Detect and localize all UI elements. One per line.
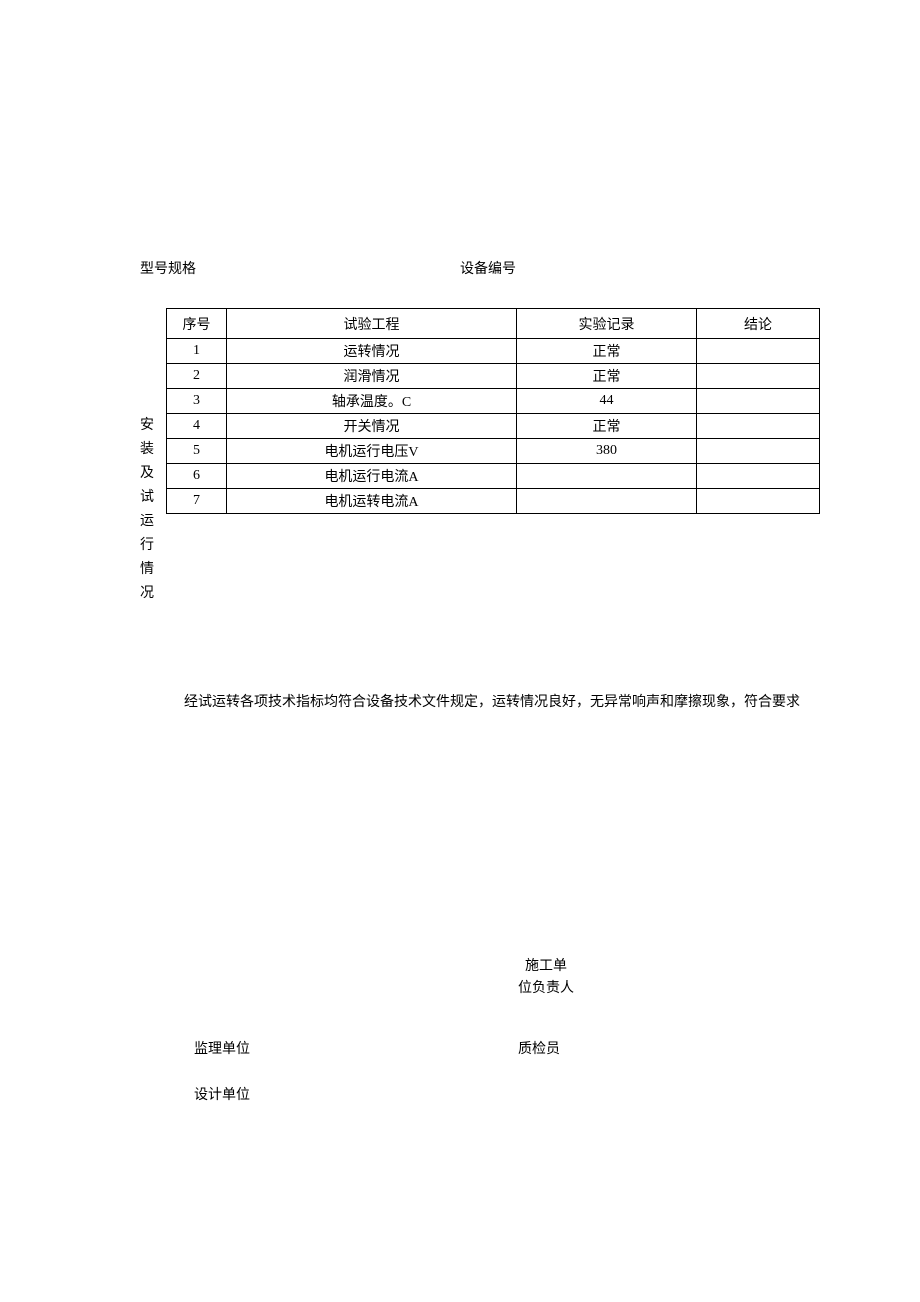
- construction-unit-manager-label: 施工单 位负责人: [518, 956, 574, 1000]
- cell-conclusion: [697, 364, 820, 389]
- cell-num: 4: [167, 414, 227, 439]
- cell-num: 2: [167, 364, 227, 389]
- header-row: 型号规格 设备编号: [140, 258, 820, 278]
- cell-num: 6: [167, 464, 227, 489]
- cell-num: 3: [167, 389, 227, 414]
- vlabel-char: 装: [128, 438, 166, 462]
- cell-conclusion: [697, 489, 820, 514]
- equipment-no-label: 设备编号: [460, 258, 820, 278]
- table-row: 6 电机运行电流A: [167, 464, 820, 489]
- quality-inspector-label: 质检员: [518, 1038, 560, 1058]
- col-header-record: 实验记录: [517, 309, 697, 339]
- cell-item: 电机运行电流A: [227, 464, 517, 489]
- cell-conclusion: [697, 439, 820, 464]
- table-row: 1 运转情况 正常: [167, 339, 820, 364]
- vlabel-char: 及: [128, 462, 166, 486]
- construction-line1: 施工单: [525, 959, 567, 974]
- model-spec-label: 型号规格: [140, 258, 460, 278]
- vlabel-char: 情: [128, 558, 166, 582]
- construction-line2: 位负责人: [518, 981, 574, 996]
- table-row: 2 润滑情况 正常: [167, 364, 820, 389]
- content-area: 序号 试验工程 实验记录 结论 1 运转情况 正常 2 润滑情况 正常: [166, 308, 820, 714]
- col-header-num: 序号: [167, 309, 227, 339]
- summary-text: 经试运转各项技术指标均符合设备技术文件规定，运转情况良好，无异常响声和摩擦现象，…: [166, 692, 820, 714]
- cell-item: 电机运转电流A: [227, 489, 517, 514]
- cell-num: 5: [167, 439, 227, 464]
- cell-num: 1: [167, 339, 227, 364]
- cell-conclusion: [697, 464, 820, 489]
- cell-record: [517, 489, 697, 514]
- cell-item: 润滑情况: [227, 364, 517, 389]
- cell-record: 380: [517, 439, 697, 464]
- test-results-table: 序号 试验工程 实验记录 结论 1 运转情况 正常 2 润滑情况 正常: [166, 308, 820, 514]
- cell-item: 轴承温度。C: [227, 389, 517, 414]
- supervisor-unit-label: 监理单位: [194, 1038, 250, 1058]
- vlabel-char: 运: [128, 510, 166, 534]
- table-row: 3 轴承温度。C 44: [167, 389, 820, 414]
- cell-record: 正常: [517, 339, 697, 364]
- table-row: 4 开关情况 正常: [167, 414, 820, 439]
- table-row: 7 电机运转电流A: [167, 489, 820, 514]
- col-header-conclusion: 结论: [697, 309, 820, 339]
- vlabel-char: 况: [128, 582, 166, 606]
- col-header-item: 试验工程: [227, 309, 517, 339]
- design-unit-label: 设计单位: [194, 1084, 250, 1104]
- vlabel-char: 安: [128, 414, 166, 438]
- cell-record: 正常: [517, 364, 697, 389]
- cell-conclusion: [697, 389, 820, 414]
- cell-record: 44: [517, 389, 697, 414]
- vlabel-char: 行: [128, 534, 166, 558]
- cell-item: 运转情况: [227, 339, 517, 364]
- cell-conclusion: [697, 339, 820, 364]
- cell-record: [517, 464, 697, 489]
- cell-item: 电机运行电压V: [227, 439, 517, 464]
- vertical-section-label: 安 装 及 试 运 行 情 况: [128, 308, 166, 714]
- cell-item: 开关情况: [227, 414, 517, 439]
- cell-num: 7: [167, 489, 227, 514]
- main-section: 安 装 及 试 运 行 情 况 序号 试验工程 实验记录 结论 1 运转情况 正…: [128, 308, 820, 714]
- cell-record: 正常: [517, 414, 697, 439]
- table-header-row: 序号 试验工程 实验记录 结论: [167, 309, 820, 339]
- cell-conclusion: [697, 414, 820, 439]
- table-row: 5 电机运行电压V 380: [167, 439, 820, 464]
- vlabel-char: 试: [128, 486, 166, 510]
